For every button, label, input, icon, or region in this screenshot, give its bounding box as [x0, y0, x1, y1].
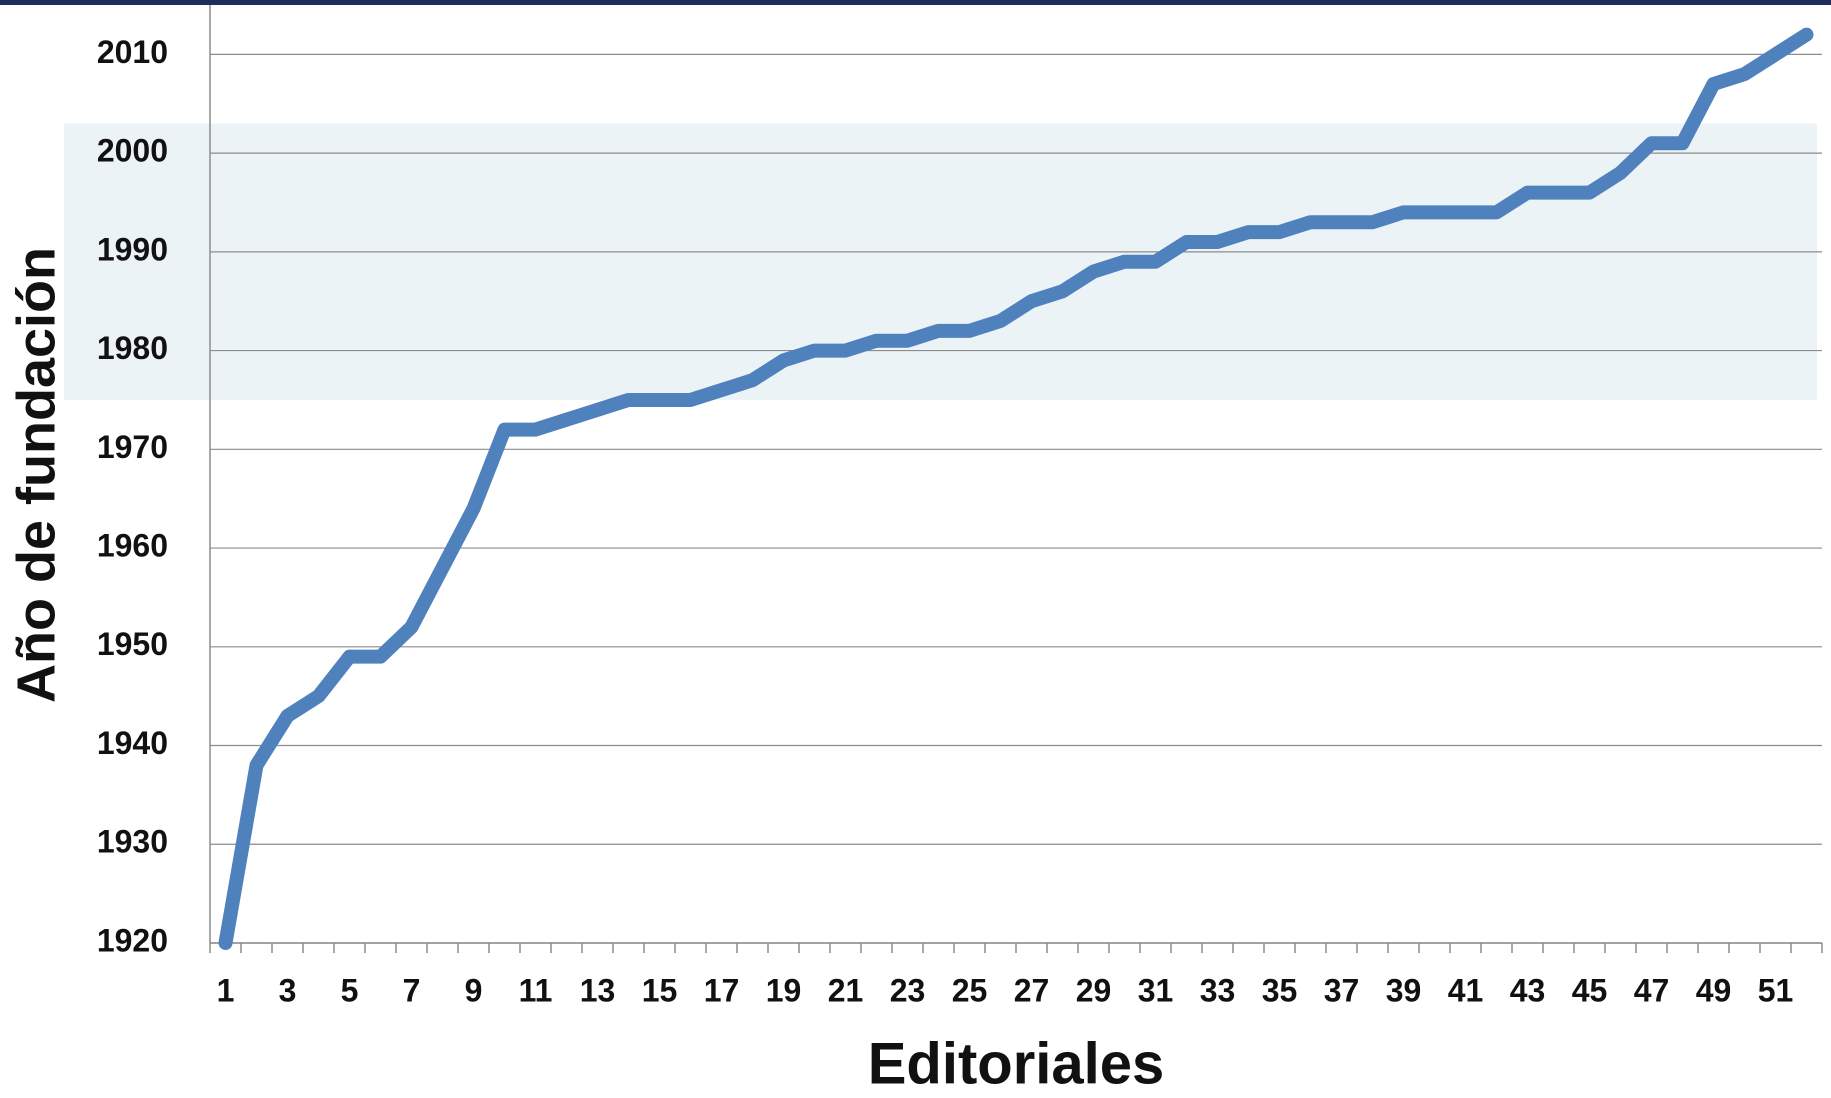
x-tick-label: 21 — [828, 972, 864, 1008]
y-tick-label: 1990 — [97, 231, 168, 267]
x-tick-label: 41 — [1448, 972, 1484, 1008]
top-bar — [0, 0, 1831, 5]
y-axis-title: Año de fundación — [6, 247, 66, 703]
x-tick-label: 39 — [1386, 972, 1422, 1008]
x-tick-label: 49 — [1696, 972, 1732, 1008]
x-tick-label: 17 — [704, 972, 740, 1008]
x-tick-label: 37 — [1324, 972, 1360, 1008]
x-tick-label: 35 — [1262, 972, 1298, 1008]
x-tick-label: 43 — [1510, 972, 1546, 1008]
x-axis-title: Editoriales — [868, 1031, 1165, 1096]
x-tick-label: 5 — [341, 972, 359, 1008]
x-tick-label: 15 — [642, 972, 678, 1008]
x-tick-label: 7 — [403, 972, 421, 1008]
x-tick-label: 13 — [580, 972, 616, 1008]
y-tick-label: 1930 — [97, 824, 168, 860]
x-tick-label: 9 — [465, 972, 483, 1008]
x-tick-label: 29 — [1076, 972, 1112, 1008]
x-tick-label: 51 — [1758, 972, 1794, 1008]
y-tick-label: 2000 — [97, 133, 168, 169]
highlight-band — [64, 123, 1817, 400]
y-tick-label: 1960 — [97, 528, 168, 564]
y-tick-label: 1970 — [97, 429, 168, 465]
x-tick-label: 23 — [890, 972, 926, 1008]
x-tick-label: 19 — [766, 972, 802, 1008]
x-tick-label: 27 — [1014, 972, 1050, 1008]
y-tick-label: 1980 — [97, 330, 168, 366]
x-tick-label: 31 — [1138, 972, 1174, 1008]
line-series — [218, 27, 1814, 950]
x-tick-label: 3 — [279, 972, 297, 1008]
x-tick-label: 25 — [952, 972, 988, 1008]
x-tick-label: 47 — [1634, 972, 1670, 1008]
y-tick-label: 1920 — [97, 922, 168, 958]
x-tick-label: 33 — [1200, 972, 1236, 1008]
x-tick-label: 45 — [1572, 972, 1608, 1008]
y-tick-label: 1940 — [97, 725, 168, 761]
x-tick-label: 11 — [519, 972, 553, 1008]
x-tick-label: 1 — [217, 972, 235, 1008]
y-tick-label: 1950 — [97, 626, 168, 662]
y-tick-label: 2010 — [97, 34, 168, 70]
